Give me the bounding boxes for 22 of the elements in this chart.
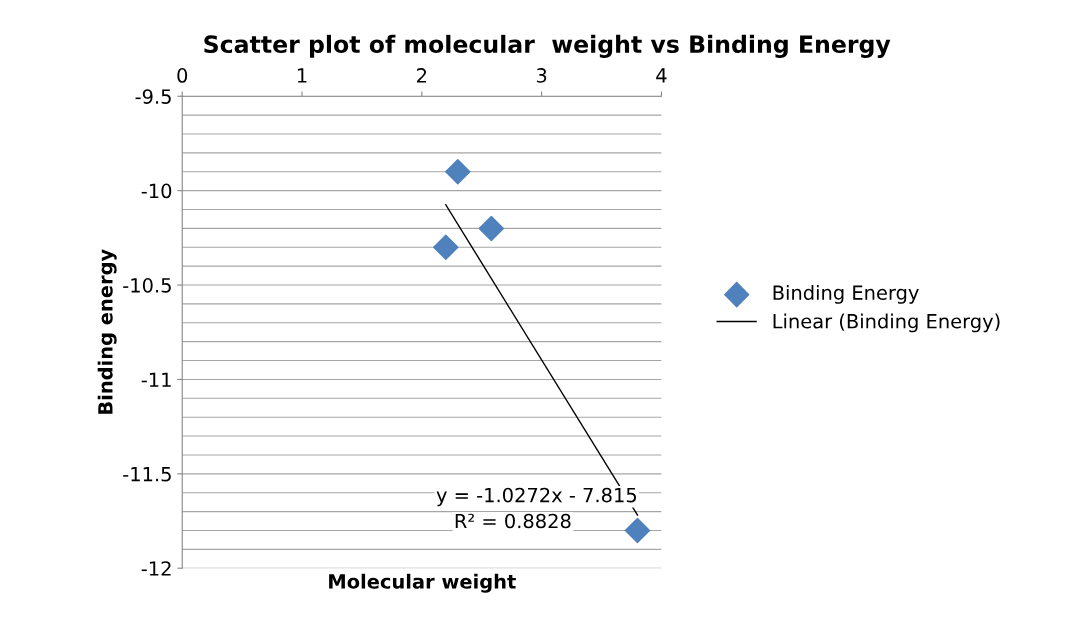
y-tick-label: -10 [141, 183, 172, 199]
x-tick-label: 2 [417, 68, 427, 83]
x-tick-label: 1 [297, 68, 307, 83]
y-tick-label: -10.5 [123, 277, 171, 293]
point [433, 234, 459, 261]
legend-label: Binding Energy [773, 284, 919, 304]
y-tick-label: -11.5 [123, 467, 171, 482]
point [445, 159, 471, 185]
x-tick-label: 0 [177, 68, 188, 83]
annotation: y = -1.0272x - 7.815 [436, 487, 637, 507]
y-tick-label: -11 [141, 372, 171, 387]
y-axis-title: Binding energy [97, 249, 117, 414]
y-tick-label: -12 [141, 561, 171, 576]
annotation: R² = 0.8828 [455, 513, 571, 529]
legend-label: Linear (Binding Energy) [773, 313, 1000, 333]
x-tick-label: 4 [656, 68, 667, 83]
point [478, 215, 505, 242]
point [624, 517, 651, 544]
chart-title: Scatter plot of molecular weight vs Binding Energy [204, 34, 891, 58]
y-tick-label: -9.5 [135, 89, 171, 104]
x-axis-title: Molecular weight [329, 573, 516, 593]
x-tick-label: 3 [536, 68, 547, 83]
